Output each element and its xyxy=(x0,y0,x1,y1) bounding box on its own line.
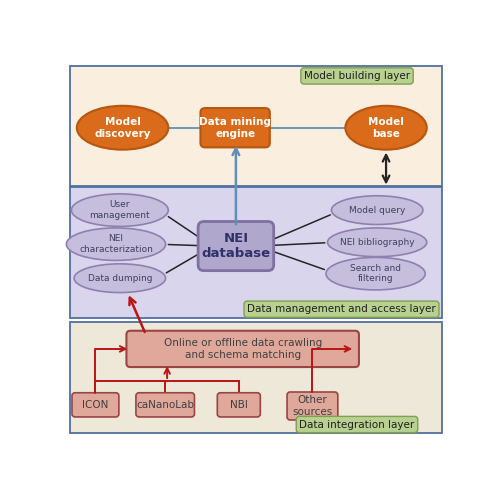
FancyBboxPatch shape xyxy=(72,393,119,417)
Text: Data management and access layer: Data management and access layer xyxy=(247,304,436,314)
Text: Data dumping: Data dumping xyxy=(88,273,152,283)
FancyBboxPatch shape xyxy=(287,392,338,420)
Text: Data integration layer: Data integration layer xyxy=(300,419,414,430)
FancyBboxPatch shape xyxy=(200,108,270,147)
Text: Model
discovery: Model discovery xyxy=(94,117,151,138)
Ellipse shape xyxy=(77,106,168,150)
Text: Model
base: Model base xyxy=(368,117,404,138)
Text: ICON: ICON xyxy=(82,400,108,410)
Text: Other
sources: Other sources xyxy=(292,395,333,417)
FancyBboxPatch shape xyxy=(70,66,442,186)
Ellipse shape xyxy=(332,196,423,224)
Text: NEI
database: NEI database xyxy=(202,232,270,260)
FancyBboxPatch shape xyxy=(218,393,260,417)
Text: Model building layer: Model building layer xyxy=(304,71,410,81)
Ellipse shape xyxy=(326,257,425,290)
FancyBboxPatch shape xyxy=(136,393,194,417)
Text: NEI
characterization: NEI characterization xyxy=(79,235,153,254)
Text: User
management: User management xyxy=(90,200,150,220)
Ellipse shape xyxy=(66,228,166,260)
Text: Online or offline data crawling
and schema matching: Online or offline data crawling and sche… xyxy=(164,338,322,360)
Text: Data mining
engine: Data mining engine xyxy=(199,117,271,138)
Text: caNanoLab: caNanoLab xyxy=(136,400,194,410)
Text: NEI bibliography: NEI bibliography xyxy=(340,238,414,247)
Ellipse shape xyxy=(328,228,427,257)
Ellipse shape xyxy=(72,194,168,226)
Text: NBI: NBI xyxy=(230,400,248,410)
FancyBboxPatch shape xyxy=(70,188,442,318)
Ellipse shape xyxy=(74,264,166,293)
Text: Model query: Model query xyxy=(349,206,406,215)
Ellipse shape xyxy=(346,106,427,150)
Text: Search and
filtering: Search and filtering xyxy=(350,264,401,283)
FancyBboxPatch shape xyxy=(126,331,359,367)
FancyBboxPatch shape xyxy=(70,322,442,433)
FancyBboxPatch shape xyxy=(198,221,274,271)
